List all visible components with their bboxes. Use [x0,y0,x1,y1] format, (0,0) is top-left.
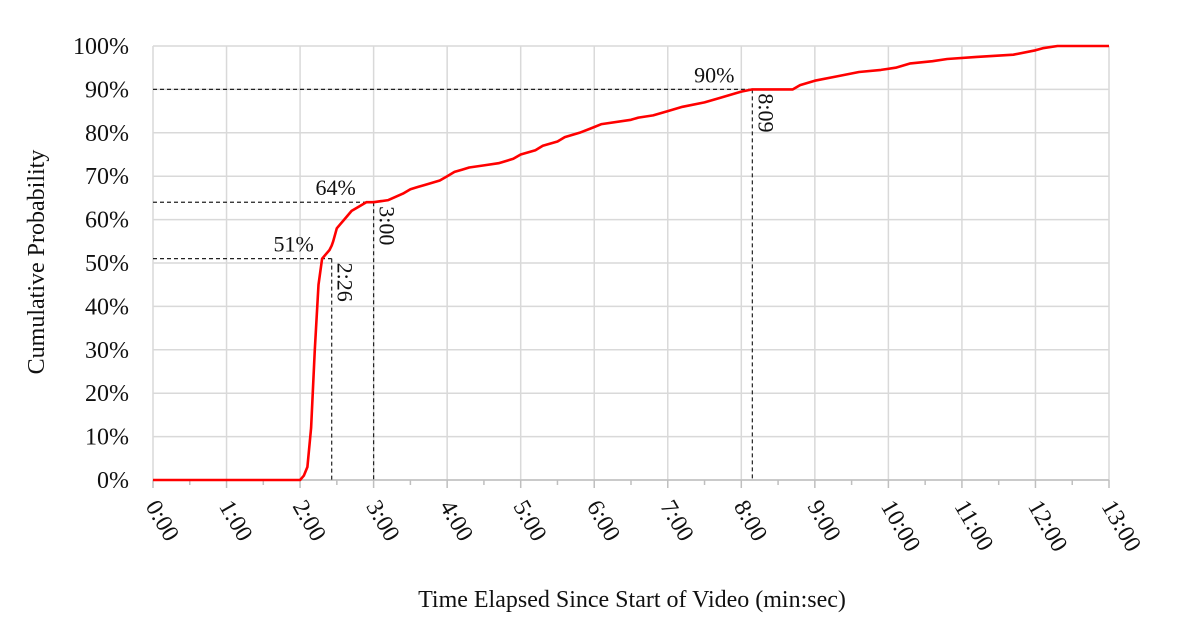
y-tick-label: 80% [85,121,129,147]
annotation-time-label: 8:09 [753,93,778,132]
y-tick-label: 40% [85,294,129,320]
x-tick-label: 5:00 [507,496,551,546]
y-tick-label: 90% [85,77,129,103]
y-tick-label: 0% [97,468,129,494]
y-tick-label: 20% [85,381,129,407]
x-tick-label: 3:00 [360,496,404,546]
x-tick-label: 13:00 [1096,496,1146,556]
x-tick-label: 7:00 [655,496,699,546]
annotation-percent-label: 51% [274,232,314,257]
x-tick-label: 2:00 [287,496,331,546]
x-tick-label: 4:00 [434,496,478,546]
x-tick-label: 8:00 [728,496,772,546]
annotation-percent-label: 64% [315,175,355,200]
annotation-percent-label: 90% [694,62,734,87]
y-tick-label: 10% [85,425,129,451]
x-axis-title: Time Elapsed Since Start of Video (min:s… [418,587,846,613]
y-tick-label: 70% [85,164,129,190]
y-tick-label: 50% [85,251,129,277]
cdf-series-line [153,44,1109,482]
annotation-layer: 51% 2:26 64% 3:00 90% 8:09 [153,62,778,480]
x-tick-label: 6:00 [581,496,625,546]
x-tick-label: 0:00 [140,496,184,546]
x-tick-label: 10:00 [875,496,925,556]
series-layer [153,44,1109,482]
label-layer: Cumulative Probability Time Elapsed Sinc… [24,150,846,613]
y-tick-label: 100% [73,34,129,60]
annotation-time-label: 2:26 [333,263,358,302]
y-axis-title: Cumulative Probability [24,150,50,375]
y-tick-label: 60% [85,208,129,234]
x-tick-label: 9:00 [802,496,846,546]
x-tick-label: 11:00 [949,496,998,556]
axes-layer: 0% 10% 20% 30% 40% 50% 60% 70% 80% 90% 100% 0:00 1:0… [73,34,1146,556]
grid-layer [152,45,1110,481]
x-tick-label: 1:00 [213,496,257,546]
x-tick-label: 12:00 [1022,496,1072,556]
y-tick-label: 30% [85,338,129,364]
annotation-time-label: 3:00 [375,206,400,245]
